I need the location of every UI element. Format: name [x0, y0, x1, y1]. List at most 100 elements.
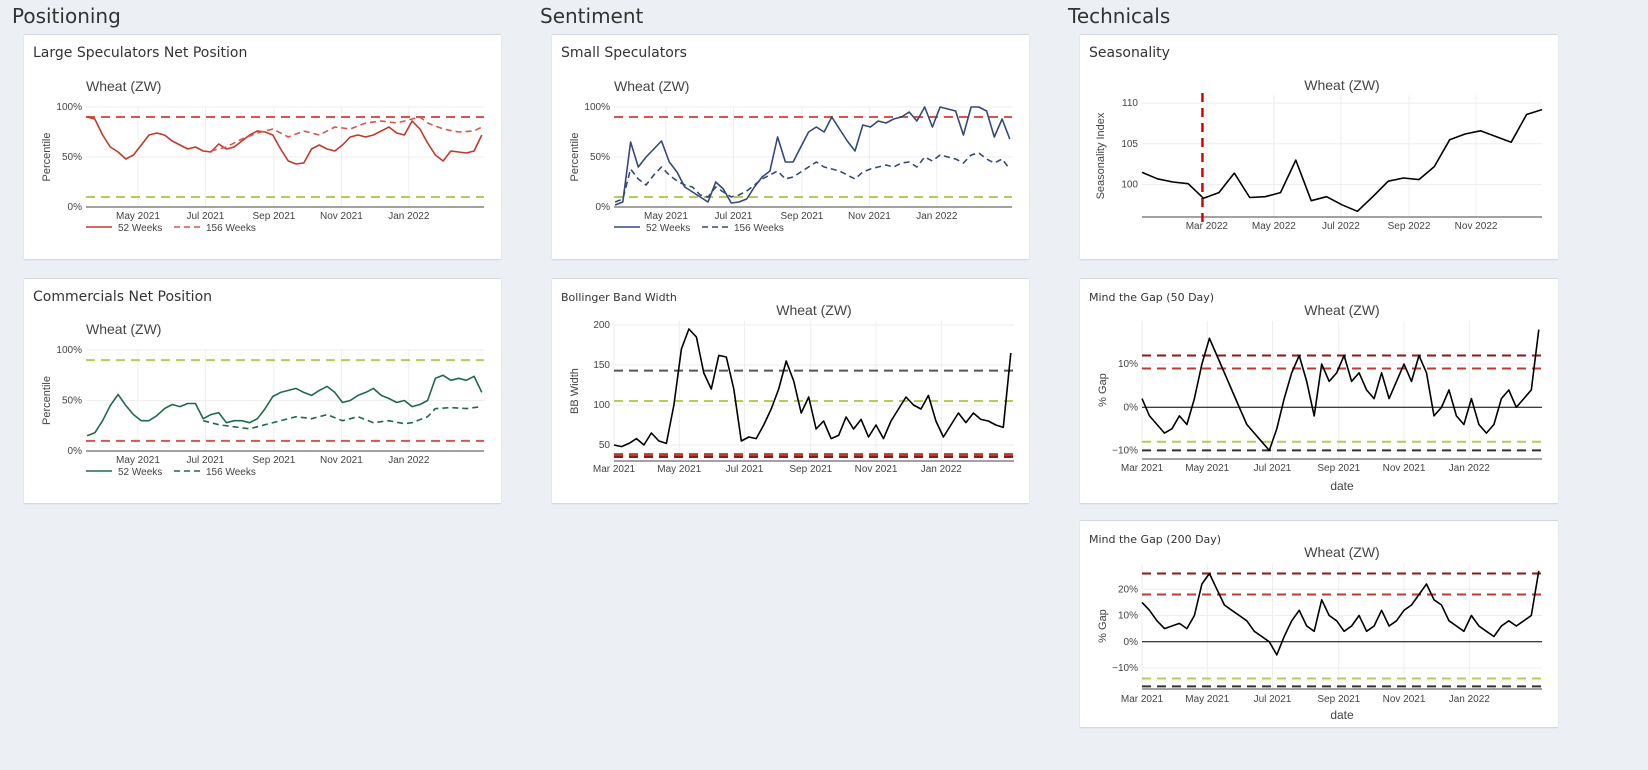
x-tick-label: Mar 2021: [1121, 694, 1164, 705]
x-tick-label: Sep 2021: [789, 464, 832, 475]
x-tick-label: Jul 2021: [1254, 463, 1292, 474]
seasonality-chart[interactable]: Wheat (ZW) Mar 2022 May 2022 Jul 2022 Sep 20…: [1080, 35, 1558, 259]
legend-label[interactable]: 156 Weeks: [734, 223, 784, 234]
series-line-52-weeks[interactable]: [614, 106, 1011, 206]
x-tick-label: Nov 2021: [1383, 463, 1426, 474]
y-tick-label: 0%: [1124, 402, 1139, 413]
x-tick-label: Mar 2021: [593, 464, 636, 475]
chart-title: Wheat (ZW): [1304, 544, 1379, 560]
chart-title: Wheat (ZW): [1304, 77, 1379, 93]
x-tick-label: Jul 2021: [714, 211, 752, 222]
commercials-chart[interactable]: Wheat (ZW) May 2021 Jul 2021 Sep 2021 Nov 20…: [24, 279, 501, 503]
y-tick-label: 50%: [590, 152, 610, 163]
gap200-box-title: Mind the Gap (200 Day): [1089, 533, 1222, 546]
x-tick-label: Jul 2021: [1254, 694, 1292, 705]
y-axis-label: Seasonality Index: [1095, 112, 1107, 199]
series-line-52-weeks[interactable]: [86, 116, 483, 165]
small-speculators-box: Small Speculators Wheat (ZW) May 2021 Jul …: [552, 34, 1029, 259]
large-speculators-box-title: Large Speculators Net Position: [33, 45, 248, 61]
commercials-box-title: Commercials Net Position: [33, 289, 213, 305]
x-tick-label: Jan 2022: [921, 464, 963, 475]
series-line-bb-width[interactable]: [613, 328, 1012, 448]
x-tick-label: Jan 2022: [1449, 694, 1491, 705]
y-tick-label: −10%: [1112, 663, 1138, 674]
commercials-box: Commercials Net Position Wheat (ZW) May 2…: [24, 278, 501, 503]
chart-title: Wheat (ZW): [614, 78, 689, 94]
series-line-156-weeks[interactable]: [614, 152, 1011, 203]
x-tick-label: Jan 2022: [1449, 463, 1491, 474]
legend-label[interactable]: 52 Weeks: [118, 223, 162, 234]
y-tick-label: 0%: [596, 202, 611, 213]
bollinger-box-title: Bollinger Band Width: [561, 291, 677, 304]
gap50-chart[interactable]: Wheat (ZW) Mar 2021 May 2021 Jul 2021 Sep 20…: [1080, 279, 1558, 503]
x-tick-label: Jan 2022: [916, 211, 958, 222]
x-tick-label: Nov 2021: [320, 211, 363, 222]
series-line-156-weeks[interactable]: [203, 405, 482, 430]
x-tick-label: Sep 2021: [253, 211, 296, 222]
gap50-box-title: Mind the Gap (50 Day): [1089, 291, 1215, 304]
x-tick-label: Sep 2021: [1317, 694, 1360, 705]
y-tick-label: 0%: [68, 202, 83, 213]
x-tick-label: Mar 2022: [1186, 221, 1229, 232]
y-tick-label: 50%: [62, 396, 82, 407]
legend-label[interactable]: 52 Weeks: [646, 223, 690, 234]
x-tick-label: May 2021: [1185, 694, 1229, 705]
seasonality-box: Seasonality Wheat (ZW) Mar 2022 May 2022 Ju…: [1080, 34, 1558, 259]
small-speculators-chart[interactable]: Wheat (ZW) May 2021 Jul 2021 Sep 2021 Nov 20…: [552, 35, 1029, 259]
x-tick-label: Sep 2022: [1388, 221, 1431, 232]
x-tick-label: Jul 2022: [1322, 221, 1360, 232]
series-line--gap[interactable]: [1141, 570, 1540, 656]
x-tick-label: Nov 2021: [320, 455, 363, 466]
x-tick-label: May 2021: [116, 211, 160, 222]
gap200-box: Mind the Gap (200 Day) Wheat (ZW) Mar 202…: [1080, 520, 1558, 727]
y-tick-label: 0%: [1124, 637, 1139, 648]
y-tick-label: 110: [1122, 98, 1138, 109]
bollinger-box: Bollinger Band Width Wheat (ZW) Mar 2021 M…: [552, 278, 1029, 503]
y-tick-label: 105: [1121, 139, 1138, 150]
y-tick-label: 100: [593, 400, 610, 411]
legend-label[interactable]: 52 Weeks: [118, 467, 162, 478]
y-axis-label: BB Width: [569, 368, 581, 414]
section-positioning-title: Positioning: [12, 4, 121, 28]
y-axis-label: % Gap: [1097, 373, 1109, 407]
y-tick-label: 150: [593, 360, 610, 371]
x-axis-label: date: [1330, 708, 1354, 722]
gap50-box: Mind the Gap (50 Day) Wheat (ZW) Mar 2021…: [1080, 278, 1558, 503]
gap200-chart[interactable]: Wheat (ZW) Mar 2021 May 2021 Jul 2021 Sep 20…: [1080, 521, 1558, 727]
y-axis-label: % Gap: [1097, 609, 1109, 643]
y-tick-label: 10%: [1118, 359, 1138, 370]
legend-label[interactable]: 156 Weeks: [206, 223, 256, 234]
series-line--gap[interactable]: [1141, 329, 1540, 452]
y-tick-label: −10%: [1112, 445, 1138, 456]
series-line-156-weeks[interactable]: [210, 116, 483, 152]
y-axis-label: Percentile: [569, 133, 581, 182]
legend-label[interactable]: 156 Weeks: [206, 467, 256, 478]
seasonality-box-title: Seasonality: [1089, 45, 1170, 61]
y-tick-label: 20%: [1118, 584, 1138, 595]
large-speculators-chart[interactable]: Wheat (ZW) May 2021 Jul 2021 Sep 2021 Nov 20…: [24, 35, 501, 259]
x-tick-label: Sep 2021: [253, 455, 296, 466]
bollinger-chart[interactable]: Wheat (ZW) Mar 2021 May 2021 Jul 2021 Sep 20…: [552, 279, 1029, 503]
section-technicals-title: Technicals: [1068, 4, 1171, 28]
x-tick-label: Nov 2022: [1455, 221, 1498, 232]
x-tick-label: Nov 2021: [848, 211, 891, 222]
x-tick-label: May 2021: [116, 455, 160, 466]
x-tick-label: Sep 2021: [781, 211, 824, 222]
x-tick-label: Jan 2022: [388, 211, 430, 222]
y-tick-label: 100%: [584, 102, 610, 113]
y-axis-label: Percentile: [41, 133, 53, 182]
y-tick-label: 100%: [56, 345, 82, 356]
large-speculators-box: Large Speculators Net Position Wheat (ZW…: [24, 34, 501, 259]
chart-title: Wheat (ZW): [86, 78, 161, 94]
series-line-seasonality-index[interactable]: [1141, 108, 1543, 213]
y-tick-label: 100%: [56, 102, 82, 113]
chart-title: Wheat (ZW): [776, 302, 851, 318]
x-tick-label: Jul 2021: [726, 464, 764, 475]
small-speculators-box-title: Small Speculators: [561, 45, 687, 61]
chart-title: Wheat (ZW): [86, 321, 161, 337]
y-tick-label: 200: [593, 320, 610, 331]
x-tick-label: May 2022: [1252, 221, 1296, 232]
x-axis-label: date: [1330, 479, 1354, 493]
x-tick-label: Jan 2022: [388, 455, 430, 466]
series-line-52-weeks[interactable]: [86, 374, 483, 437]
